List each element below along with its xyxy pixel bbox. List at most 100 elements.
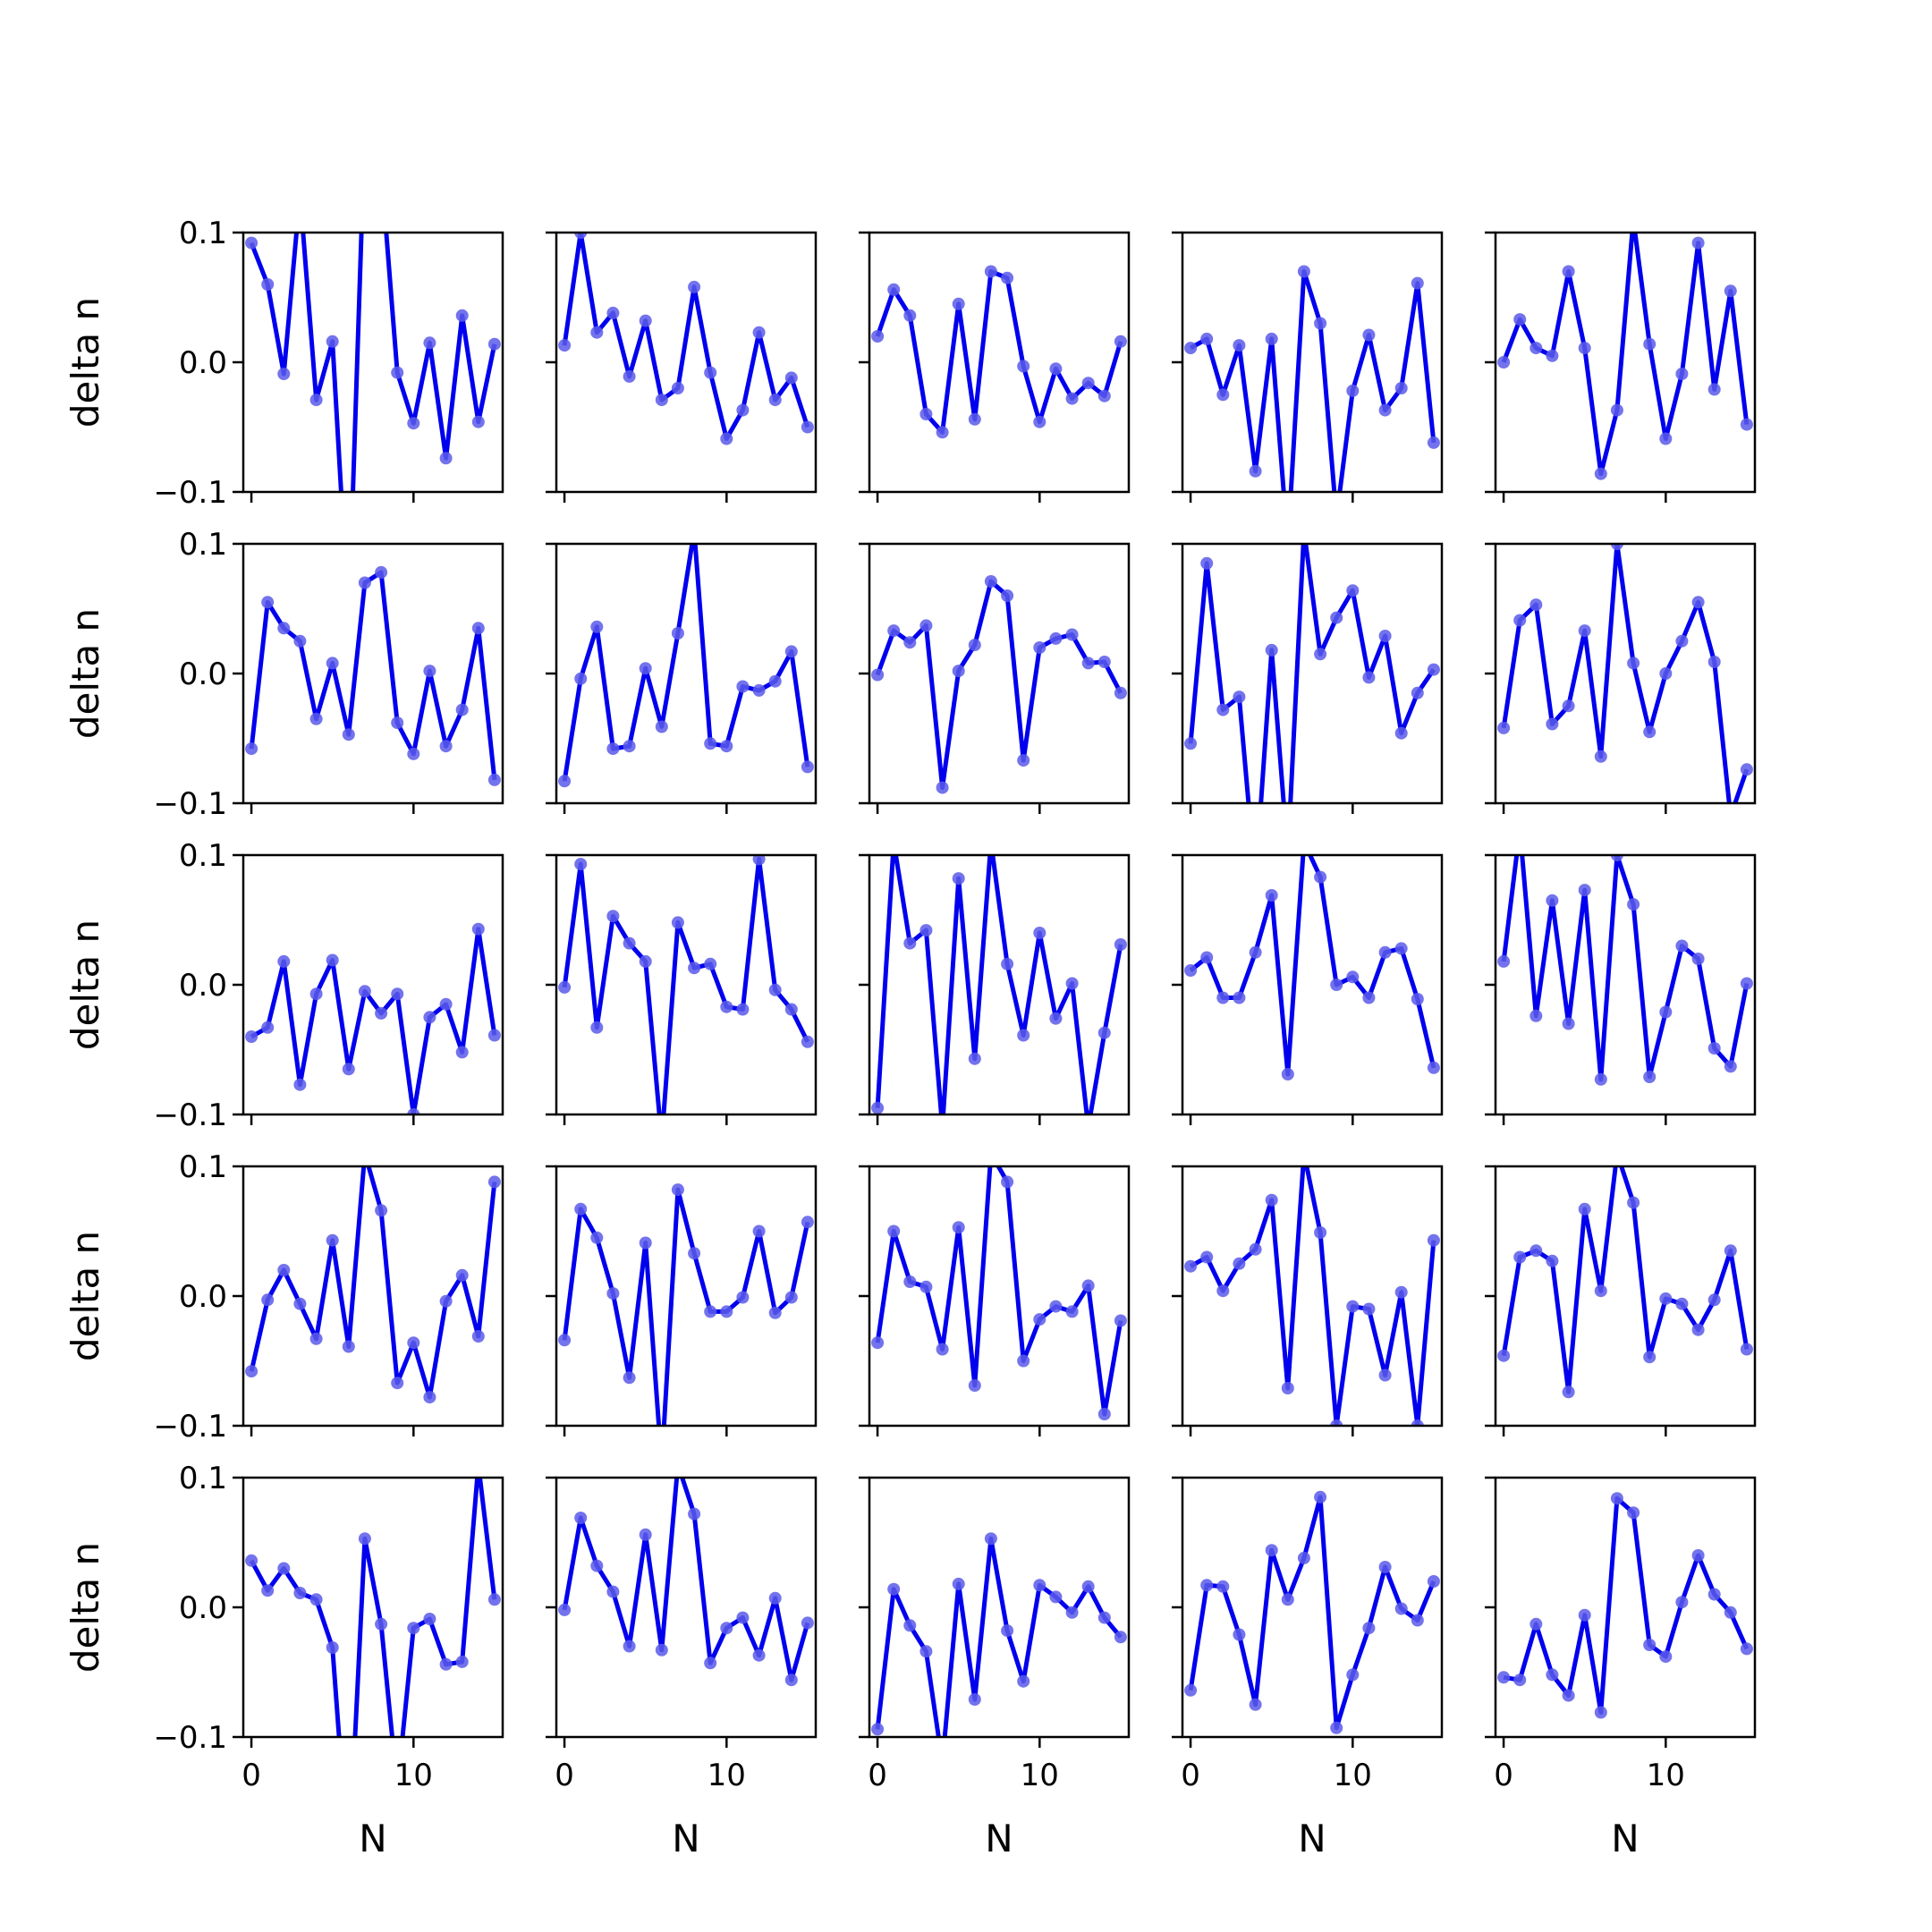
data-point [1346,970,1360,984]
data-point [375,1617,388,1631]
data-point [455,1268,469,1282]
data-point [1081,1279,1095,1292]
data-point [1707,1042,1721,1055]
plot-area [558,233,814,445]
data-point [1314,648,1327,661]
series-line [1188,544,1436,803]
panel-r1-c1: 0.1 0.0 −0.1 delta n [64,216,504,511]
data-point [784,1003,798,1016]
y-tick-label: −0.1 [153,1720,227,1756]
x-axis-label: N [1611,1817,1639,1860]
data-point [1330,1419,1343,1426]
data-point [936,781,949,794]
data-point [574,672,588,685]
data-point [1594,1072,1607,1086]
data-point [1659,1650,1673,1664]
data-point [606,742,620,756]
data-point [936,426,949,439]
plot-area [1184,544,1440,803]
data-point [1562,1689,1575,1702]
data-point [471,622,485,635]
data-point [471,415,485,428]
data-point [1378,1561,1392,1573]
data-point [1562,699,1575,713]
panel-r2-c1: 0.1 0.0 −0.1 delta n [64,527,504,822]
data-point [952,1577,965,1590]
data-point [671,1183,684,1197]
data-point [391,1377,404,1390]
data-point [1001,589,1014,602]
panel-r4-c2 [546,1165,818,1436]
series-line [875,269,1123,435]
plot-area [1184,855,1440,1080]
data-point [1594,750,1607,763]
data-point [590,1559,604,1572]
data-point [1411,1419,1424,1426]
series-line [1189,1166,1436,1426]
data-point [1049,631,1063,645]
data-point [752,1224,766,1238]
data-point [326,1641,339,1654]
data-point [704,1305,717,1318]
data-point [375,565,388,579]
panel-r4-c1: 0.1 0.0 −0.1 delta n [64,1149,504,1445]
data-point [984,265,997,278]
data-point [342,1063,355,1076]
data-point [245,236,258,250]
series-line [875,1166,1123,1417]
y-tick-label: 0.1 [179,1461,227,1496]
data-point [1297,1551,1310,1564]
data-point [887,624,901,638]
data-point [391,366,404,379]
data-point [1297,265,1310,278]
data-point [1610,403,1623,417]
data-point [1065,628,1079,641]
data-point [1513,614,1527,627]
data-point [1411,993,1424,1005]
data-point [606,1585,620,1598]
data-point [801,1616,814,1630]
data-point [1346,584,1360,597]
data-point [655,394,668,407]
data-point [439,452,453,465]
series-line [249,1478,497,1737]
data-point [1033,415,1046,428]
data-point [439,740,453,753]
data-point [1578,624,1591,638]
data-point [952,297,965,310]
data-point [639,662,652,675]
data-point [1081,377,1095,390]
data-point [871,1723,885,1736]
data-point [1724,1244,1737,1258]
series-line [1189,269,1436,492]
data-point [558,775,572,788]
plot-area [1497,544,1753,803]
data-point [471,1330,485,1343]
data-point [639,1236,652,1250]
data-point [1330,979,1343,991]
data-point [1362,991,1376,1004]
series-line [250,927,497,1114]
data-point [1427,1575,1440,1588]
data-point [423,336,436,350]
data-point [455,703,469,716]
data-point [671,382,684,394]
data-point [768,394,782,407]
data-point [984,575,997,588]
data-point [1216,703,1230,716]
y-tick-label: 0.1 [179,838,227,874]
data-point [903,1619,917,1632]
data-point [623,1371,636,1385]
data-point [1659,1292,1673,1305]
data-point [439,1294,453,1308]
data-point [887,1224,901,1238]
data-point [887,283,901,296]
y-tick-label: 0.1 [179,1149,227,1185]
data-point [919,1645,933,1658]
data-point [1049,1012,1063,1025]
data-point [1578,1608,1591,1622]
data-point [439,997,453,1011]
data-point [574,858,588,871]
data-point [887,1582,901,1596]
data-point [245,1030,258,1043]
